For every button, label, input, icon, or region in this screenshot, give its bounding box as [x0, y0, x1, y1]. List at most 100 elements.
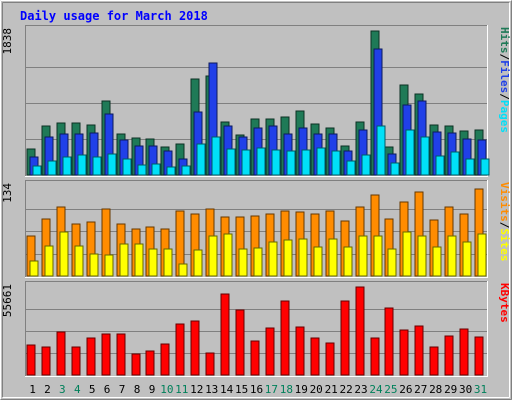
- bar-sites-day-8: [134, 243, 144, 277]
- bar-sites-day-3: [59, 231, 69, 277]
- bar-pages-day-11: [181, 165, 191, 176]
- bar-kbytes-day-14: [220, 293, 230, 376]
- x-tick-day-29: 29: [444, 383, 457, 396]
- bar-pages-day-10: [166, 166, 176, 176]
- bar-sites-day-22: [343, 246, 353, 277]
- x-tick-day-8: 8: [134, 383, 141, 396]
- bar-kbytes-day-10: [160, 343, 170, 376]
- x-tick-day-7: 7: [119, 383, 126, 396]
- x-tick-day-6: 6: [104, 383, 111, 396]
- x-tick-day-19: 19: [295, 383, 308, 396]
- bar-pages-day-27: [420, 136, 430, 176]
- bar-kbytes-day-27: [414, 325, 424, 376]
- bar-kbytes-day-22: [340, 300, 350, 376]
- chart-title: Daily usage for March 2018: [20, 9, 208, 23]
- bar-sites-day-25: [387, 248, 397, 277]
- bar-pages-day-17: [271, 149, 281, 176]
- x-tick-day-1: 1: [29, 383, 36, 396]
- series-sites: [29, 231, 487, 277]
- bar-pages-day-18: [286, 150, 296, 176]
- x-tick-day-21: 21: [325, 383, 338, 396]
- bar-sites-day-11: [178, 263, 188, 277]
- x-tick-day-18: 18: [280, 383, 293, 396]
- panel-hits-max-label: 1838: [1, 28, 14, 55]
- bar-sites-day-23: [358, 235, 368, 277]
- x-tick-day-2: 2: [44, 383, 51, 396]
- bar-kbytes-day-1: [26, 344, 36, 376]
- x-tick-day-30: 30: [459, 383, 472, 396]
- bar-pages-day-13: [211, 136, 221, 176]
- bar-pages-day-26: [405, 129, 415, 176]
- bar-kbytes-day-13: [205, 352, 215, 376]
- bar-pages-day-4: [77, 154, 87, 176]
- bar-kbytes-day-2: [41, 346, 51, 376]
- panel-kbytes-max-label: 55661: [1, 284, 14, 317]
- bar-sites-day-24: [373, 235, 383, 277]
- bar-kbytes-day-6: [101, 333, 111, 376]
- bar-sites-day-14: [223, 233, 233, 277]
- x-tick-day-22: 22: [339, 383, 352, 396]
- bar-kbytes-day-9: [145, 350, 155, 376]
- bar-sites-day-4: [74, 245, 84, 277]
- bar-kbytes-day-4: [71, 346, 81, 376]
- x-tick-day-16: 16: [250, 383, 263, 396]
- bar-kbytes-day-5: [86, 337, 96, 376]
- bar-kbytes-day-17: [265, 327, 275, 376]
- x-tick-day-23: 23: [354, 383, 367, 396]
- bar-pages-day-16: [256, 147, 266, 176]
- legend-separator: /: [498, 222, 511, 229]
- bar-sites-day-6: [104, 254, 114, 277]
- bar-pages-day-1: [32, 165, 42, 176]
- x-tick-day-28: 28: [429, 383, 442, 396]
- x-tick-day-11: 11: [175, 383, 188, 396]
- bar-pages-day-19: [301, 149, 311, 176]
- bar-pages-day-23: [361, 154, 371, 176]
- bar-kbytes-day-12: [190, 320, 200, 376]
- x-tick-day-26: 26: [399, 383, 412, 396]
- bar-kbytes-day-18: [280, 300, 290, 376]
- bar-pages-day-14: [226, 148, 236, 176]
- x-tick-day-27: 27: [414, 383, 427, 396]
- bar-kbytes-day-29: [444, 335, 454, 376]
- bar-pages-day-31: [480, 158, 490, 176]
- bar-kbytes-day-3: [56, 331, 66, 376]
- bar-pages-day-2: [47, 160, 57, 176]
- bar-kbytes-day-21: [325, 342, 335, 376]
- bar-kbytes-day-26: [399, 329, 409, 376]
- bar-sites-day-30: [462, 241, 472, 277]
- bar-sites-day-9: [148, 248, 158, 277]
- bar-pages-day-20: [316, 147, 326, 176]
- bar-sites-day-31: [477, 233, 487, 277]
- x-tick-day-10: 10: [160, 383, 173, 396]
- bar-pages-day-12: [196, 143, 206, 176]
- bar-sites-day-12: [193, 249, 203, 277]
- x-tick-day-14: 14: [220, 383, 234, 396]
- bar-kbytes-day-15: [235, 309, 245, 376]
- bar-sites-day-29: [447, 235, 457, 277]
- x-tick-day-31: 31: [474, 383, 487, 396]
- bar-sites-day-15: [238, 248, 248, 277]
- bar-sites-day-19: [298, 238, 308, 277]
- bar-sites-day-20: [313, 246, 323, 277]
- x-tick-day-20: 20: [310, 383, 323, 396]
- x-tick-day-13: 13: [205, 383, 218, 396]
- bar-sites-day-2: [44, 245, 54, 277]
- panel-kbytes-legend: KBytes: [498, 283, 511, 323]
- x-tick-day-12: 12: [190, 383, 203, 396]
- x-tick-day-24: 24: [369, 383, 383, 396]
- x-tick-day-15: 15: [235, 383, 248, 396]
- bar-pages-day-28: [435, 155, 445, 176]
- bar-sites-day-26: [402, 231, 412, 277]
- bar-pages-day-7: [122, 158, 132, 176]
- legend-kbytes: KBytes: [498, 283, 511, 323]
- x-tick-day-4: 4: [74, 383, 81, 396]
- bar-pages-day-3: [62, 156, 72, 176]
- bar-kbytes-day-16: [250, 340, 260, 376]
- bar-kbytes-day-8: [131, 353, 141, 376]
- panel-visits: 134 Visits/Sites: [1, 180, 511, 278]
- bar-kbytes-day-25: [384, 307, 394, 376]
- x-tick-day-5: 5: [89, 383, 96, 396]
- bar-sites-day-1: [29, 260, 39, 277]
